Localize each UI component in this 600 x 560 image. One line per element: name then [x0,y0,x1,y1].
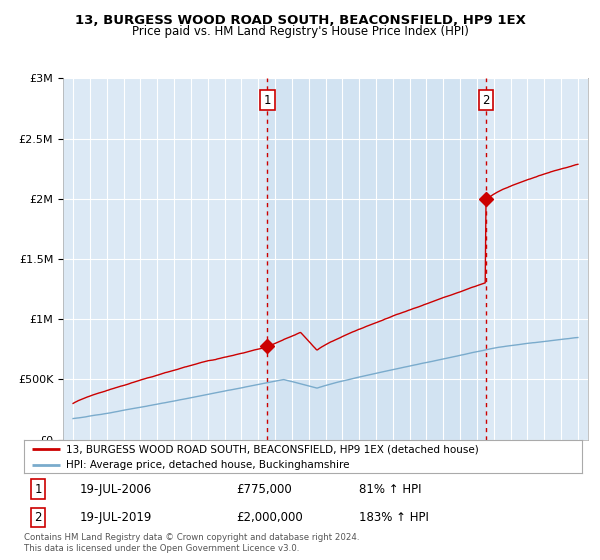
Text: £2,000,000: £2,000,000 [236,511,303,524]
Text: 1: 1 [263,94,271,106]
Text: 13, BURGESS WOOD ROAD SOUTH, BEACONSFIELD, HP9 1EX: 13, BURGESS WOOD ROAD SOUTH, BEACONSFIEL… [74,14,526,27]
Text: 2: 2 [482,94,490,106]
Text: Contains HM Land Registry data © Crown copyright and database right 2024.
This d: Contains HM Land Registry data © Crown c… [24,533,359,553]
Text: 2: 2 [34,511,42,524]
Text: 13, BURGESS WOOD ROAD SOUTH, BEACONSFIELD, HP9 1EX (detached house): 13, BURGESS WOOD ROAD SOUTH, BEACONSFIEL… [66,444,479,454]
Text: 1: 1 [34,483,42,496]
Text: 19-JUL-2006: 19-JUL-2006 [80,483,152,496]
Text: HPI: Average price, detached house, Buckinghamshire: HPI: Average price, detached house, Buck… [66,460,349,470]
Text: Price paid vs. HM Land Registry's House Price Index (HPI): Price paid vs. HM Land Registry's House … [131,25,469,38]
Text: £775,000: £775,000 [236,483,292,496]
Text: 81% ↑ HPI: 81% ↑ HPI [359,483,421,496]
Text: 19-JUL-2019: 19-JUL-2019 [80,511,152,524]
Bar [267,78,486,440]
Text: 183% ↑ HPI: 183% ↑ HPI [359,511,428,524]
